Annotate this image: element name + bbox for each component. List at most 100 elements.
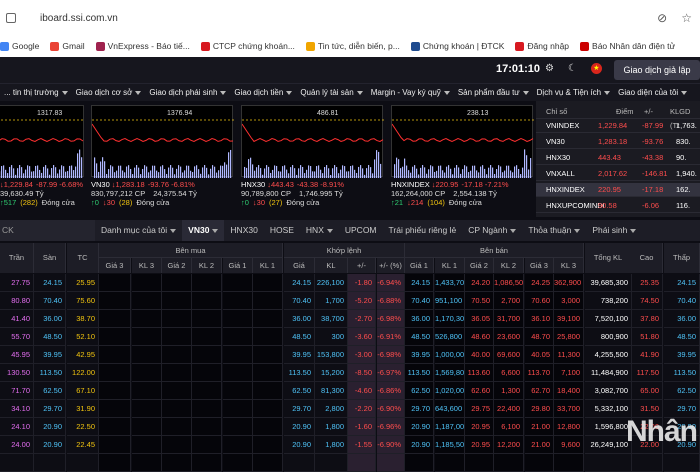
column-header[interactable]: +/- (%) — [377, 258, 405, 273]
board-tab[interactable]: Danh mục của tôi — [95, 220, 182, 241]
menu-item[interactable]: Giao dịch tiền — [230, 84, 296, 101]
column-header[interactable]: Giá 1 — [223, 258, 253, 273]
column-header[interactable]: KL 2 — [192, 258, 222, 273]
menu-item[interactable]: Giao dịch phái sinh — [145, 84, 230, 101]
vietnam-flag-icon[interactable]: ★ — [591, 63, 602, 74]
board-tab[interactable]: UPCOM — [339, 220, 383, 241]
site-info-icon[interactable] — [6, 13, 16, 23]
volume-bar — [57, 173, 58, 178]
bid-cell — [99, 364, 131, 382]
column-header[interactable]: Giá 3 — [525, 258, 554, 273]
ask-price-2-cell: 24.20 — [465, 274, 494, 292]
bookmark-item[interactable]: Gmail — [50, 38, 84, 54]
eye-slash-icon[interactable]: ⊘ — [657, 11, 667, 25]
change-percent-cell: -6.96% — [377, 418, 405, 436]
board-tab[interactable]: HNX30 — [224, 220, 263, 241]
column-header[interactable]: KL — [315, 258, 348, 273]
index-change: -93.76 — [642, 135, 663, 149]
column-header[interactable]: KL 3 — [132, 258, 162, 273]
floor-price-cell: 70.40 — [34, 292, 66, 310]
browser-chrome: iboard.ssi.com.vn ⊘ ☆ Google Gmail VnExpre… — [0, 0, 700, 57]
change-percent-cell: -6.97% — [377, 364, 405, 382]
index-name[interactable]: HNX30 — [241, 180, 265, 189]
menu-item[interactable]: Margin - Vay ký quỹ — [367, 84, 454, 101]
volume-bar — [324, 167, 325, 178]
menu-item[interactable]: Sản phẩm đầu tư — [454, 84, 533, 101]
bid-cell — [99, 292, 131, 310]
bookmark-star-icon[interactable]: ☆ — [681, 11, 692, 25]
volume-bar — [458, 167, 459, 178]
simulated-trading-button[interactable]: Giao dịch giả lập — [614, 60, 700, 80]
bookmark-item[interactable]: Google — [0, 38, 39, 54]
volume-bar — [37, 165, 38, 178]
board-tab[interactable]: HOSE — [264, 220, 300, 241]
index-mini-chart[interactable]: 1317.83 — [0, 105, 84, 177]
bookmark-item[interactable]: Chứng khoán | ĐTCK — [411, 38, 505, 54]
stock-search-input[interactable]: CK — [0, 220, 95, 241]
change-percent-cell: -6.98% — [377, 346, 405, 364]
index-name[interactable]: VN30 — [91, 180, 110, 189]
moon-icon[interactable]: ☾ — [568, 63, 577, 74]
column-header[interactable]: Thấp — [664, 243, 700, 273]
ask-volume-1-cell: 526,800 — [435, 328, 465, 346]
index-change: -17.18 — [642, 183, 663, 197]
index-mini-chart[interactable]: 486.81 — [241, 105, 383, 177]
settings-icon[interactable]: ⚙ — [545, 63, 554, 74]
column-header[interactable]: Tổng KL — [585, 243, 632, 273]
index-mini-chart[interactable]: 238.13 — [391, 105, 533, 177]
board-tab[interactable]: VN30 — [182, 220, 224, 241]
bookmark-item[interactable]: Tin tức, diễn biến, p... — [306, 38, 400, 54]
column-header[interactable]: Giá 2 — [465, 258, 494, 273]
column-header[interactable]: KL 2 — [494, 258, 524, 273]
board-tab[interactable]: CP Ngành — [462, 220, 522, 241]
menu-item[interactable]: Giao diện của tôi — [614, 84, 691, 101]
bookmark-item[interactable]: CTCP chứng khoán... — [201, 38, 295, 54]
column-header[interactable]: Giá — [284, 258, 315, 273]
menu-item[interactable]: Quản lý tài sản — [296, 84, 366, 101]
index-value: ↓443.43 — [267, 180, 294, 189]
menu-item[interactable]: Giao dịch cơ sở — [72, 84, 146, 101]
board-tab[interactable]: Trái phiếu riêng lẻ — [383, 220, 463, 241]
column-header[interactable]: Giá 3 — [99, 258, 131, 273]
column-header[interactable]: TC — [67, 243, 99, 273]
ask-price-1-cell: 48.50 — [405, 328, 434, 346]
url-text[interactable]: iboard.ssi.com.vn — [40, 13, 118, 24]
bookmark-item[interactable]: VnExpress - Báo tiế... — [96, 38, 190, 54]
volume-bar — [424, 167, 425, 178]
volume-bar — [100, 162, 101, 178]
column-header[interactable]: Cao — [631, 243, 663, 273]
volume-bar — [398, 159, 399, 178]
column-header[interactable]: Sàn — [34, 243, 66, 273]
board-tab[interactable]: Thỏa thuận — [522, 220, 586, 241]
volume-bar — [510, 171, 511, 178]
column-header[interactable]: KL 3 — [554, 258, 584, 273]
volume-bar — [456, 165, 457, 178]
column-header[interactable]: KL 1 — [435, 258, 465, 273]
board-tab[interactable]: Phái sinh — [586, 220, 642, 241]
match-volume-cell: 153,800 — [315, 346, 348, 364]
index-mini-chart[interactable]: 1376.94 — [91, 105, 233, 177]
floor-price-cell: 113.50 — [34, 364, 66, 382]
menu-item[interactable]: Dịch vụ & Tiện ích — [533, 84, 614, 101]
bookmark-item[interactable]: Đăng nhập — [515, 38, 569, 54]
board-tab[interactable]: HNX — [300, 220, 339, 241]
low-price-cell: 36.00 — [664, 310, 700, 328]
volume-bar — [276, 166, 277, 178]
bookmark-item[interactable]: Báo Nhân dân điện tử — [580, 38, 675, 54]
column-header[interactable]: Giá 2 — [162, 258, 192, 273]
column-header[interactable]: +/- — [348, 258, 376, 273]
bid-cell — [162, 346, 192, 364]
menu-item[interactable]: ... tin thị trường — [0, 84, 72, 101]
address-bar[interactable]: iboard.ssi.com.vn ⊘ ☆ — [0, 6, 700, 32]
index-name[interactable]: HNXINDEX — [391, 180, 430, 189]
bid-cell — [99, 346, 131, 364]
column-header[interactable]: KL 1 — [253, 258, 283, 273]
column-header[interactable]: Trần — [0, 243, 34, 273]
column-header[interactable]: Giá 1 — [405, 258, 434, 273]
